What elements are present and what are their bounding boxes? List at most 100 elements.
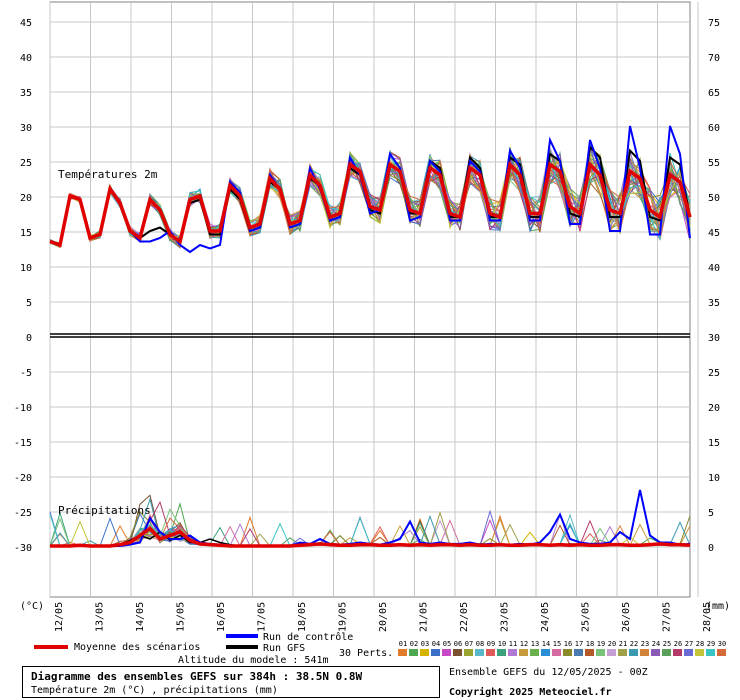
- pert-swatch: [706, 649, 715, 656]
- pert-number: 04: [431, 640, 441, 648]
- pert-number: 10: [497, 640, 507, 648]
- pert-number: 13: [530, 640, 540, 648]
- x-day-tick: 21/05: [419, 602, 430, 632]
- pert-legend-item: 13: [530, 640, 540, 656]
- pert-legend-item: 28: [695, 640, 705, 656]
- x-day-tick: 20/05: [378, 602, 389, 632]
- y-left-tick: 0: [26, 333, 32, 344]
- pert-number: 02: [409, 640, 419, 648]
- x-day-tick: 14/05: [135, 602, 146, 632]
- y-right-tick: 40: [708, 263, 720, 274]
- x-day-tick: 12/05: [54, 602, 65, 632]
- mean-precip-line: [50, 526, 691, 548]
- y-left-tick: -5: [20, 368, 32, 379]
- y-right-tick: 60: [708, 123, 720, 134]
- y-right-tick: 75: [708, 18, 720, 29]
- x-day-tick: 23/05: [500, 602, 511, 632]
- main-lines: [49, 125, 692, 548]
- pert-legend-item: 03: [420, 640, 430, 656]
- y-right-tick: 25: [708, 368, 720, 379]
- pert-number: 29: [706, 640, 716, 648]
- pert-legend-item: 02: [409, 640, 419, 656]
- pert-number: 30: [717, 640, 727, 648]
- x-day-tick: 28/05: [702, 602, 713, 632]
- y-left-tick: 25: [20, 158, 32, 169]
- y-left-tick: -30: [14, 543, 32, 554]
- pert-number: 23: [640, 640, 650, 648]
- x-day-tick: 27/05: [662, 602, 673, 632]
- pert-swatch: [431, 649, 440, 656]
- y-left-tick: 15: [20, 228, 32, 239]
- pert-number: 22: [629, 640, 639, 648]
- x-day-tick: 26/05: [621, 602, 632, 632]
- legend-perts-label: 30 Perts.: [339, 648, 393, 659]
- legend-gfs-label: Run GFS: [263, 643, 305, 654]
- pert-legend-item: 04: [431, 640, 441, 656]
- x-day-tick: 16/05: [216, 602, 227, 632]
- pert-number: 18: [585, 640, 595, 648]
- unit-left: (°C): [20, 601, 44, 612]
- x-day-tick: 22/05: [459, 602, 470, 632]
- pert-swatch: [453, 649, 462, 656]
- y-left-tick: -15: [14, 438, 32, 449]
- pert-swatch: [651, 649, 660, 656]
- pert-swatch: [530, 649, 539, 656]
- pert-number: 17: [574, 640, 584, 648]
- pert-number: 05: [442, 640, 452, 648]
- pert-number: 01: [398, 640, 408, 648]
- pert-legend-item: 18: [585, 640, 595, 656]
- pert-legend-item: 23: [640, 640, 650, 656]
- pert-number: 24: [651, 640, 661, 648]
- y-right-tick: 10: [708, 473, 720, 484]
- title-box: Diagramme des ensembles GEFS sur 384h : …: [22, 666, 440, 698]
- plot-area: [49, 1, 691, 598]
- y-right-tick: 70: [708, 53, 720, 64]
- grid: [49, 1, 699, 598]
- pert-swatch: [585, 649, 594, 656]
- pert-swatch: [618, 649, 627, 656]
- y-right-tick: 20: [708, 403, 720, 414]
- pert-legend-item: 06: [453, 640, 463, 656]
- pert-number: 21: [618, 640, 628, 648]
- pert-legend-item: 19: [596, 640, 606, 656]
- pert-swatch: [420, 649, 429, 656]
- mean-temp-line: [49, 160, 692, 248]
- pert-legend-item: 05: [442, 640, 452, 656]
- pert-swatch: [684, 649, 693, 656]
- pert-swatch: [563, 649, 572, 656]
- pert-swatch: [486, 649, 495, 656]
- pert-number: 27: [684, 640, 694, 648]
- y-left-tick: 20: [20, 193, 32, 204]
- pert-swatch: [497, 649, 506, 656]
- run-text: Ensemble GEFS du 12/05/2025 - 00Z: [449, 667, 648, 678]
- pert-number: 16: [563, 640, 573, 648]
- y-left-tick: 30: [20, 123, 32, 134]
- pert-legend-item: 01: [398, 640, 408, 656]
- legend-control-label: Run de contrôle: [263, 631, 353, 643]
- pert-legend-item: 10: [497, 640, 507, 656]
- y-left-tick: -20: [14, 473, 32, 484]
- pert-swatch: [673, 649, 682, 656]
- pert-number: 25: [662, 640, 672, 648]
- y-left-tick: 35: [20, 88, 32, 99]
- pert-legend-item: 11: [508, 640, 518, 656]
- x-day-tick: 13/05: [95, 602, 106, 632]
- pert-swatch: [475, 649, 484, 656]
- pert-number: 19: [596, 640, 606, 648]
- pert-legend-item: 26: [673, 640, 683, 656]
- pert-swatch: [398, 649, 407, 656]
- pert-swatch: [695, 649, 704, 656]
- y-right-tick: 50: [708, 193, 720, 204]
- x-day-tick: 18/05: [297, 602, 308, 632]
- x-day-tick: 19/05: [338, 602, 349, 632]
- pert-swatch: [629, 649, 638, 656]
- pert-swatch: [541, 649, 550, 656]
- legend-mean-label: Moyenne des scénarios: [74, 641, 200, 653]
- pert-legend-item: 29: [706, 640, 716, 656]
- pert-number: 20: [607, 640, 617, 648]
- pert-number: 14: [541, 640, 551, 648]
- pert-swatch: [409, 649, 418, 656]
- y-left-tick: 5: [26, 298, 32, 309]
- pert-number: 08: [475, 640, 485, 648]
